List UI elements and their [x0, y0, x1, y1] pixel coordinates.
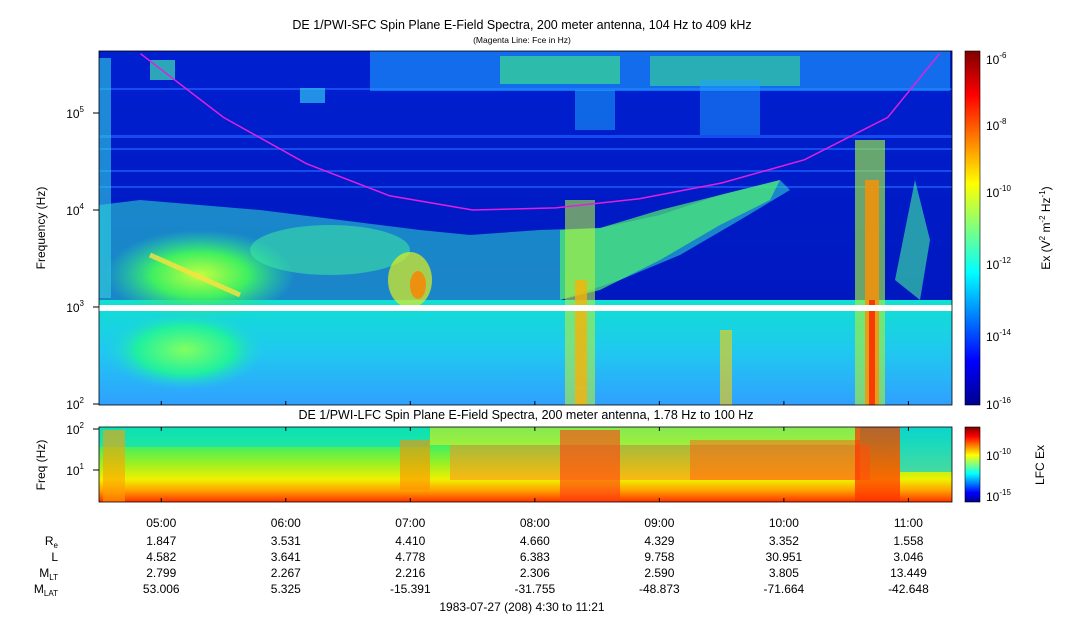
time-tick-label: 10:00	[769, 516, 799, 530]
top-colorbar	[964, 50, 981, 406]
ephemeris-row-label: MLT	[39, 566, 58, 582]
time-tick-label: 05:00	[146, 516, 176, 530]
top-ylabel: Frequency (Hz)	[34, 187, 48, 270]
top-panel-subtitle: (Magenta Line: Fce in Hz)	[473, 35, 571, 45]
top-panel-title: DE 1/PWI-SFC Spin Plane E-Field Spectra,…	[292, 18, 751, 32]
bottom-yticks: 102 101	[66, 421, 99, 478]
colorbar-tick-label: 10-10	[986, 184, 1011, 200]
ephemeris-value: 2.267	[271, 566, 301, 580]
ephemeris-value: -31.755	[514, 582, 555, 596]
bottom-colorbar-label: LFC Ex	[1033, 445, 1047, 485]
bottom-ytick-label: 101	[66, 462, 84, 478]
ephemeris-value: 4.778	[395, 550, 425, 564]
sfc-spectrogram	[99, 51, 952, 405]
ephemeris-value: 4.329	[644, 534, 674, 548]
time-axis: 05:00 06:00 07:00 08:00 09:00 10:00 11:00	[146, 401, 923, 530]
ephemeris-value: -71.664	[764, 582, 805, 596]
footer-timerange: 1983-07-27 (208) 4:30 to 11:21	[439, 600, 605, 614]
colorbar-tick-label: 10-6	[986, 51, 1007, 67]
ephemeris-value: 9.758	[644, 550, 674, 564]
ephemeris-value: -48.873	[639, 582, 680, 596]
ephemeris-table: Re 1.847 3.531 4.410 4.660 4.329 3.352 1.558 L 4.…	[34, 534, 929, 598]
sfc-emission-features	[99, 58, 930, 405]
ephemeris-row-label: Re	[45, 534, 59, 550]
bottom-colorbar	[964, 426, 981, 503]
ephemeris-value: -15.391	[390, 582, 431, 596]
top-ytick-label: 105	[66, 105, 84, 121]
time-tick-label: 07:00	[395, 516, 425, 530]
bottom-ylabel: Freq (Hz)	[34, 440, 48, 491]
ephemeris-value: 3.805	[769, 566, 799, 580]
bottom-panel-title: DE 1/PWI-LFC Spin Plane E-Field Spectra,…	[298, 408, 753, 422]
ephemeris-value: 3.641	[271, 550, 301, 564]
ephemeris-value: 13.449	[890, 566, 927, 580]
colorbar-tick-label: 10-10	[986, 447, 1011, 463]
time-tick-label: 08:00	[520, 516, 550, 530]
ephemeris-value: 2.306	[520, 566, 550, 580]
lfc-spectrogram	[99, 427, 952, 502]
time-tick-label: 06:00	[271, 516, 301, 530]
ephemeris-value: 1.558	[893, 534, 923, 548]
ephemeris-value: 30.951	[766, 550, 803, 564]
ephemeris-value: 4.410	[395, 534, 425, 548]
ephemeris-value: 2.590	[644, 566, 674, 580]
fce-line	[140, 53, 941, 211]
time-tick-label: 11:00	[894, 516, 923, 530]
top-yticks: 105 104 103 102	[66, 105, 99, 412]
ephemeris-value: 5.325	[271, 582, 301, 596]
colorbar-tick-label: 10-14	[986, 328, 1011, 344]
time-tick-label: 09:00	[644, 516, 674, 530]
colorbar-tick-label: 10-12	[986, 256, 1011, 272]
colorbar-tick-label: 10-16	[986, 396, 1011, 412]
top-ytick-label: 102	[66, 396, 84, 412]
ephemeris-value: 3.352	[769, 534, 799, 548]
top-colorbar-label: Ex (V2 m-2 Hz-1)	[1038, 186, 1053, 269]
ephemeris-value: 4.582	[146, 550, 176, 564]
ephemeris-value: -42.648	[888, 582, 929, 596]
top-colorbar-ticks: 10-6 10-8 10-10 10-12 10-14 10-16	[986, 51, 1011, 412]
ephemeris-row-label: L	[51, 550, 58, 564]
ephemeris-value: 2.799	[146, 566, 176, 580]
colorbar-tick-label: 10-15	[986, 488, 1011, 504]
top-ytick-label: 103	[66, 299, 84, 315]
ephemeris-value: 6.383	[520, 550, 550, 564]
top-ytick-label: 104	[66, 202, 84, 218]
ephemeris-value: 2.216	[395, 566, 425, 580]
ephemeris-value: 3.046	[893, 550, 923, 564]
ephemeris-value: 3.531	[271, 534, 301, 548]
ephemeris-value: 4.660	[520, 534, 550, 548]
ephemeris-row-label: MLAT	[34, 582, 58, 598]
bottom-colorbar-ticks: 10-10 10-15	[986, 447, 1011, 504]
sfc-data-gap	[99, 305, 952, 311]
ephemeris-value: 53.006	[143, 582, 180, 596]
colorbar-tick-label: 10-8	[986, 117, 1007, 133]
bottom-ytick-label: 102	[66, 421, 84, 437]
ephemeris-value: 1.847	[146, 534, 176, 548]
sfc-high-band	[150, 51, 950, 135]
